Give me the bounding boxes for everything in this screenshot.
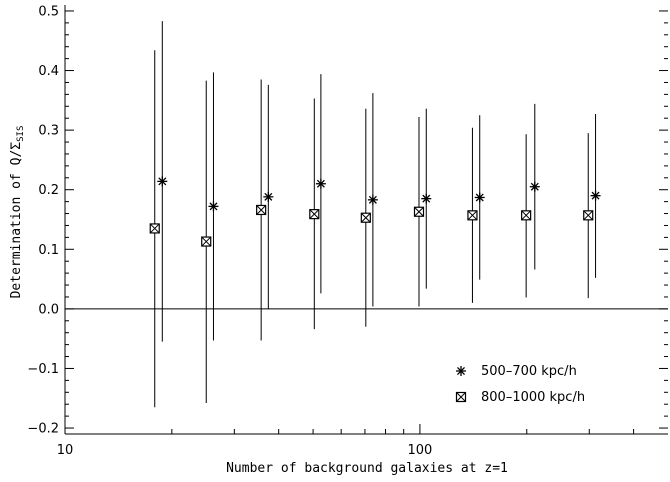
data-point-500-700 <box>367 194 378 205</box>
y-tick-label: 0.3 <box>38 124 59 139</box>
data-point-800-1000 <box>309 209 320 220</box>
data-point-500-700 <box>208 201 219 212</box>
y-tick-label: −0.1 <box>27 362 59 377</box>
y-axis-label-subscript: SIS <box>16 126 26 142</box>
data-point-800-1000 <box>467 210 478 221</box>
y-tick-label: 0.0 <box>38 302 59 317</box>
data-point-800-1000 <box>583 210 594 221</box>
data-point-800-1000 <box>256 204 267 216</box>
data-point-500-700 <box>529 181 540 192</box>
data-point-800-1000 <box>521 210 532 221</box>
data-point-500-700 <box>421 193 432 204</box>
data-point-800-1000 <box>413 206 425 217</box>
x-tick-label: 100 <box>408 443 433 458</box>
legend: 500–700 kpc/h 800–1000 kpc/h <box>455 364 585 405</box>
legend-square-marker <box>455 391 467 403</box>
data-point-500-700 <box>590 190 601 201</box>
y-tick-label: 0.2 <box>38 183 59 198</box>
y-tick-label: −0.2 <box>27 422 59 437</box>
x-tick-label: 10 <box>57 443 74 458</box>
y-tick-label: 0.5 <box>38 4 59 19</box>
data-point-500-700 <box>315 178 326 189</box>
data-point-500-700 <box>474 192 485 203</box>
x-axis-label: Number of background galaxies at z=1 <box>226 461 508 476</box>
legend-label-800-1000: 800–1000 kpc/h <box>481 390 585 405</box>
y-axis-label: Determination of Q/ΣSIS <box>9 126 26 299</box>
y-tick-label: 0.4 <box>38 64 59 79</box>
tick-labels: −0.2 −0.1 0.0 0.1 0.2 0.3 0.4 0.5 10 100 <box>27 4 432 458</box>
data-point-800-1000 <box>149 223 160 234</box>
data-point-500-700 <box>157 176 168 187</box>
legend-label-500-700: 500–700 kpc/h <box>481 364 577 379</box>
legend-asterisk-marker <box>456 366 466 376</box>
data-point-800-1000 <box>360 212 371 223</box>
data-point-800-1000 <box>201 236 212 247</box>
axes <box>64 5 668 435</box>
data-point-500-700 <box>263 191 274 202</box>
y-tick-label: 0.1 <box>38 243 59 258</box>
data-markers <box>149 176 601 247</box>
y-axis-label-main: Determination of Q/Σ <box>9 142 24 299</box>
